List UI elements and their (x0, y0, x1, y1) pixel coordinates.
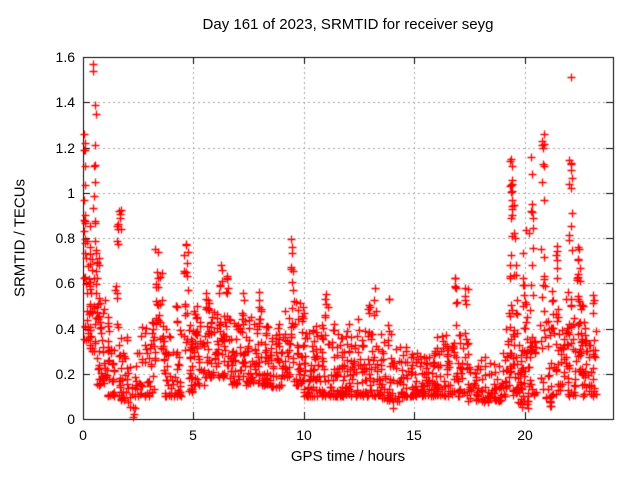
x-tick-label: 5 (189, 427, 197, 443)
chart-title: Day 161 of 2023, SRMTID for receiver sey… (202, 16, 494, 33)
y-tick-label: 0.8 (55, 230, 75, 246)
y-tick-label: 0.2 (55, 366, 75, 382)
x-axis-label: GPS time / hours (290, 448, 406, 465)
y-tick-label: 1.2 (55, 140, 75, 156)
y-tick-label: 1.6 (55, 49, 75, 65)
y-tick-label: 0.4 (55, 321, 75, 337)
x-tick-label: 0 (79, 427, 87, 443)
x-tick-label: 15 (406, 427, 422, 443)
y-tick-label: 0 (67, 411, 75, 427)
y-tick-label: 0.6 (55, 275, 75, 291)
y-tick-label: 1 (67, 185, 75, 201)
y-tick-label: 1.4 (55, 94, 75, 110)
x-tick-label: 20 (517, 427, 533, 443)
x-tick-label: 10 (296, 427, 312, 443)
y-axis-label: SRMTID / TECUs (11, 178, 29, 298)
